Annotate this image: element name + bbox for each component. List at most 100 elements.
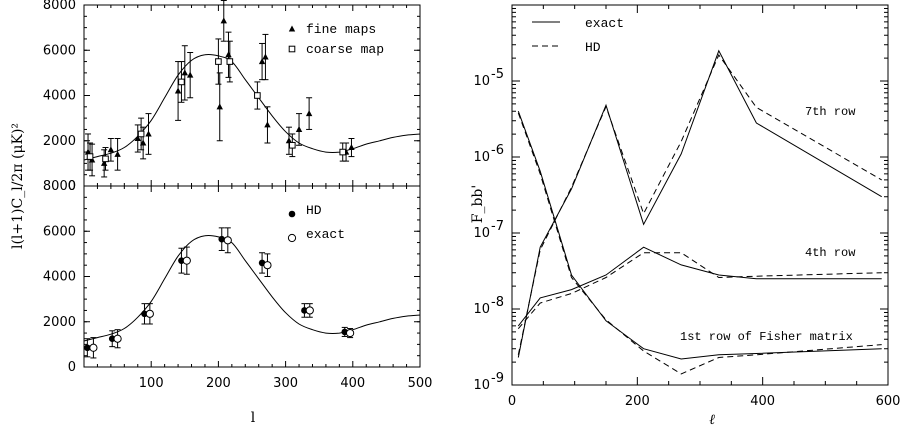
triangle-marker <box>220 17 227 24</box>
data-point <box>264 106 271 144</box>
data-point <box>262 33 269 81</box>
data-point <box>305 303 314 318</box>
data-point <box>348 137 355 158</box>
y-tick-label: 10 <box>473 74 490 89</box>
square-marker <box>289 141 296 149</box>
open-circle-marker <box>145 309 154 318</box>
open-circle-marker <box>223 236 232 245</box>
legend-label-hd: HD <box>306 203 322 218</box>
square-marker <box>288 45 296 53</box>
triangle-marker <box>107 146 115 153</box>
data-point <box>114 137 121 171</box>
fisher-row-line <box>517 111 882 360</box>
fisher-row-line <box>517 112 882 375</box>
data-point <box>89 337 98 359</box>
square-marker <box>254 92 261 99</box>
data-point <box>181 45 188 101</box>
legend-top-left: fine maps coarse map <box>306 22 384 57</box>
data-point <box>102 147 109 171</box>
x-axis-title-left: l <box>251 410 256 426</box>
x-tick-label: 200 <box>625 394 650 409</box>
y-tick-label: 6000 <box>43 224 76 239</box>
panel-bottom-left-frame <box>83 185 421 368</box>
panel-right: 10 -910 -810 -710 -610 -50 200 400 600 exact HD … <box>470 4 900 427</box>
square-marker <box>86 153 94 160</box>
data-point <box>285 126 293 155</box>
triangle-marker <box>186 71 194 78</box>
y-tick-label: 2000 <box>43 315 76 330</box>
data-point <box>295 113 303 146</box>
data-point <box>216 72 223 142</box>
y-tick-label: 10 <box>473 378 490 393</box>
filled-circle-marker <box>84 344 91 352</box>
data-point <box>254 81 261 110</box>
annotation-1st-row: 1st row of Fisher matrix <box>680 330 853 344</box>
legend-label-coarse-map: coarse map <box>306 42 384 57</box>
triangle-marker <box>145 130 152 137</box>
x-tick-label: 0 <box>508 394 516 409</box>
y-tick-label: 10 <box>473 302 490 317</box>
open-circle-marker <box>182 256 191 265</box>
data-point <box>182 246 191 275</box>
data-point <box>134 124 141 153</box>
square-marker <box>339 148 347 156</box>
legend-marker <box>288 45 296 53</box>
filled-circle-marker <box>288 210 296 218</box>
data-point <box>178 61 185 103</box>
y-tick-exponent: -9 <box>491 371 504 386</box>
data-point <box>113 329 122 349</box>
y-tick-label: 8000 <box>43 0 76 13</box>
data-point <box>220 0 227 42</box>
square-marker <box>137 130 145 138</box>
y-tick-label: 8000 <box>43 179 76 194</box>
legend-marker <box>288 25 296 32</box>
data-point <box>225 31 232 78</box>
x-tick-label: 200 <box>206 376 231 391</box>
data-point <box>186 52 194 99</box>
triangle-marker <box>181 69 188 76</box>
triangle-marker <box>348 144 355 151</box>
x-tick-label: 400 <box>750 394 775 409</box>
model-curve <box>83 234 421 342</box>
triangle-marker <box>225 51 232 58</box>
x-tick-label: 400 <box>340 376 365 391</box>
data-point <box>137 117 145 151</box>
y-axis-title-right: F_bb' <box>470 185 486 224</box>
data-point <box>107 137 115 162</box>
model-curve <box>83 53 421 161</box>
y-tick-label: 0 <box>68 179 76 194</box>
x-tick-label: 100 <box>139 376 164 391</box>
x-tick-label: 500 <box>408 376 433 391</box>
legend-label-fine-maps: fine maps <box>306 22 376 37</box>
data-point <box>145 303 154 325</box>
fisher-row-line <box>517 53 882 355</box>
legend-label-exact: exact <box>306 227 345 242</box>
square-marker <box>178 78 185 86</box>
triangle-marker <box>114 150 121 157</box>
legend-label-right-exact: exact <box>585 16 624 31</box>
legend-right: exact HD <box>532 16 624 55</box>
open-circle-marker <box>346 328 355 338</box>
annotation-7th-row: 7th row <box>805 105 856 119</box>
data-point <box>145 113 152 155</box>
triangle-marker <box>216 103 223 110</box>
y-tick-label: 0 <box>68 360 76 375</box>
fisher-row-line <box>517 49 882 358</box>
y-tick-exponent: -6 <box>491 143 504 158</box>
triangle-marker <box>285 137 293 144</box>
y-tick-label: 10 <box>473 150 490 165</box>
legend-label-right-hd: HD <box>585 40 601 55</box>
x-axis-title-right: ℓ <box>709 412 715 427</box>
data-point <box>223 227 232 254</box>
data-point <box>100 149 108 178</box>
square-marker <box>102 155 109 163</box>
y-tick-label: 4000 <box>43 270 76 285</box>
open-circle-marker <box>305 306 314 315</box>
x-tick-label: 300 <box>273 376 298 391</box>
data-point <box>86 142 94 171</box>
data-point <box>339 142 347 162</box>
data-point <box>226 40 234 83</box>
y-tick-label: 6000 <box>43 43 76 58</box>
triangle-marker <box>288 25 296 32</box>
